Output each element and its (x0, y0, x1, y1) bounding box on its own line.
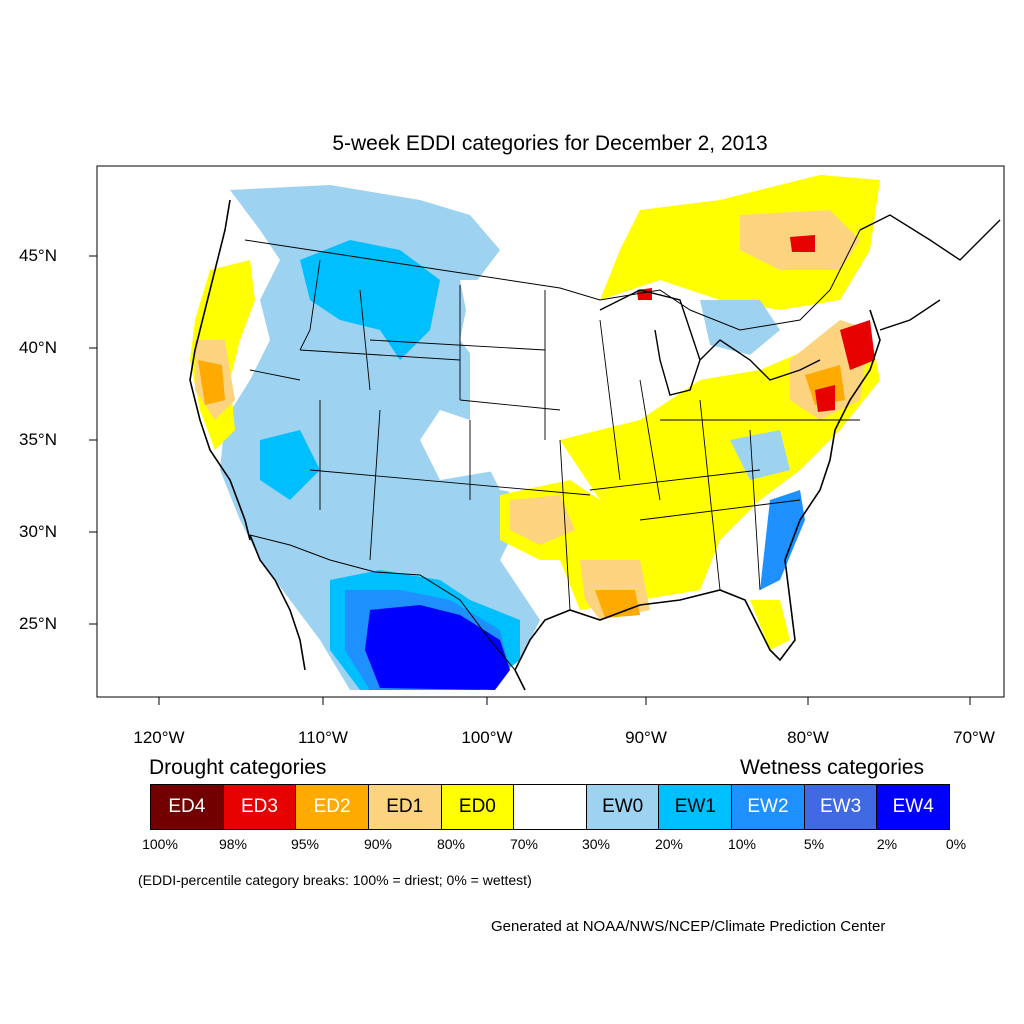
break-label: 100% (142, 836, 178, 852)
legend-cell-ed1: ED1 (368, 785, 442, 829)
legend-color-bar: ED4 ED3 ED2 ED1 ED0 EW0 EW1 EW2 EW3 EW4 (150, 784, 950, 830)
legend-cell-ew4: EW4 (877, 785, 950, 829)
category-note: (EDDI-percentile category breaks: 100% =… (138, 872, 532, 888)
legend-wetness-heading: Wetness categories (740, 756, 925, 779)
legend-cell-ed2: ED2 (296, 785, 369, 829)
lat-label-40: 40°N (19, 338, 57, 357)
lon-label-100: 100°W (461, 728, 513, 747)
ed2-california (198, 360, 225, 405)
ew4-mexico (365, 605, 510, 690)
legend-cell-ew2: EW2 (732, 785, 805, 829)
ed0-florida (750, 600, 790, 650)
mexico-coast (249, 534, 526, 691)
boundaries (189, 199, 1001, 691)
break-label: 98% (218, 836, 248, 852)
us-mexico-border (249, 534, 516, 671)
lat-label-25: 25°N (19, 614, 57, 633)
lon-label-80: 80°W (787, 728, 829, 747)
break-label: 20% (654, 836, 684, 852)
ew1-great-basin (260, 430, 320, 500)
legend-cell-neutral (514, 785, 587, 829)
break-label: 0% (945, 836, 967, 852)
break-label: 10% (727, 836, 757, 852)
lon-label-90: 90°W (625, 728, 667, 747)
great-lakes (599, 289, 821, 396)
legend-cell-ed3: ED3 (223, 785, 297, 829)
ed3-quebec (790, 235, 815, 252)
us-west-coast (189, 199, 251, 541)
ed2-louisiana (595, 590, 640, 618)
canada-coast (859, 214, 1001, 331)
break-label: 95% (290, 836, 320, 852)
lon-label-70: 70°W (953, 728, 995, 747)
break-label: 90% (363, 836, 393, 852)
lat-label-45: 45°N (19, 246, 57, 265)
break-label: 2% (876, 836, 898, 852)
break-label: 30% (581, 836, 611, 852)
ew2-southeast-coast (760, 490, 805, 590)
ed3-mid-atlantic (815, 385, 835, 412)
break-label: 70% (509, 836, 539, 852)
ew1-mountains (300, 240, 440, 360)
category-shading (190, 175, 880, 690)
state-lines (249, 259, 860, 611)
us-border-north (244, 229, 861, 331)
credit-line: Generated at NOAA/NWS/NCEP/Climate Predi… (491, 918, 886, 935)
legend-cell-ed4: ED4 (151, 785, 224, 829)
lat-label-35: 35°N (19, 430, 57, 449)
ew0-tennessee (730, 430, 790, 480)
legend-cell-ew0: EW0 (586, 785, 660, 829)
ed3-east-coast (840, 320, 875, 370)
ed3-upper-peninsula (637, 288, 652, 300)
lon-label-110: 110°W (298, 728, 348, 747)
ed1-oklahoma (510, 495, 575, 545)
map-title: 5-week EDDI categories for December 2, 2… (332, 132, 768, 155)
lat-label-30: 30°N (19, 522, 57, 541)
lon-label-120: 120°W (133, 728, 185, 747)
ew0-michigan (700, 300, 780, 355)
legend-drought-heading: Drought categories (149, 756, 327, 779)
legend-cell-ew1: EW1 (659, 785, 733, 829)
axis-ticks (89, 255, 971, 705)
legend-cell-ew3: EW3 (804, 785, 878, 829)
legend-cell-ed0: ED0 (441, 785, 515, 829)
break-label: 5% (803, 836, 825, 852)
break-label: 80% (436, 836, 466, 852)
